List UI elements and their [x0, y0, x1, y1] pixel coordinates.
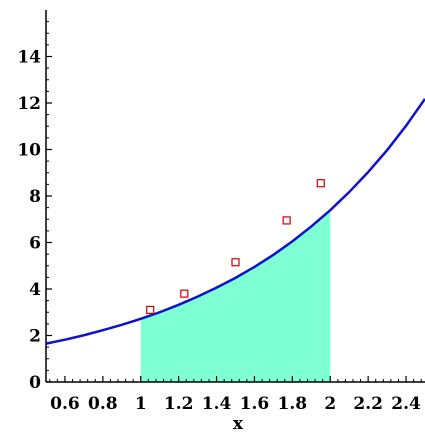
y-tick-label: 10 — [17, 141, 41, 161]
sample-point-marker — [316, 179, 325, 188]
sample-point-marker — [231, 258, 240, 267]
y-tick-label: 6 — [29, 234, 41, 254]
x-tick-label: 1.6 — [240, 394, 270, 414]
sample-point-marker — [180, 289, 189, 298]
tick-labels: 0.6 0.8 1 1.2 1.4 1.6 1.8 2 2.2 2.4 0 2 4 6 8 10 12 14 — [17, 48, 421, 415]
x-tick-label: 2.4 — [391, 394, 421, 414]
shaded-area — [140, 210, 331, 382]
x-tick-label: 1 — [135, 394, 147, 414]
x-tick-label: 1.2 — [164, 394, 194, 414]
sample-markers — [146, 179, 325, 315]
sample-point-marker — [146, 305, 155, 315]
y-tick-label: 4 — [29, 280, 41, 300]
x-tick-label: 2 — [324, 394, 336, 414]
y-tick-label: 8 — [29, 187, 41, 207]
x-tick-label: 0.8 — [88, 394, 118, 414]
y-tick-label: 2 — [29, 327, 41, 347]
x-tick-label: 2.2 — [353, 394, 383, 414]
shaded-area-layer — [140, 210, 331, 382]
x-axis-label: x — [233, 414, 244, 432]
x-tick-label: 0.6 — [50, 394, 80, 414]
y-tick-label: 12 — [17, 94, 41, 114]
x-tick-label: 1.4 — [202, 394, 232, 414]
y-tick-label: 0 — [29, 373, 41, 393]
curve-line — [45, 98, 425, 345]
x-tick-label: 1.8 — [278, 394, 308, 414]
tick-marks — [46, 21, 422, 383]
curve-layer — [45, 98, 425, 345]
sample-point-marker — [282, 216, 291, 225]
y-tick-label: 14 — [17, 48, 41, 68]
